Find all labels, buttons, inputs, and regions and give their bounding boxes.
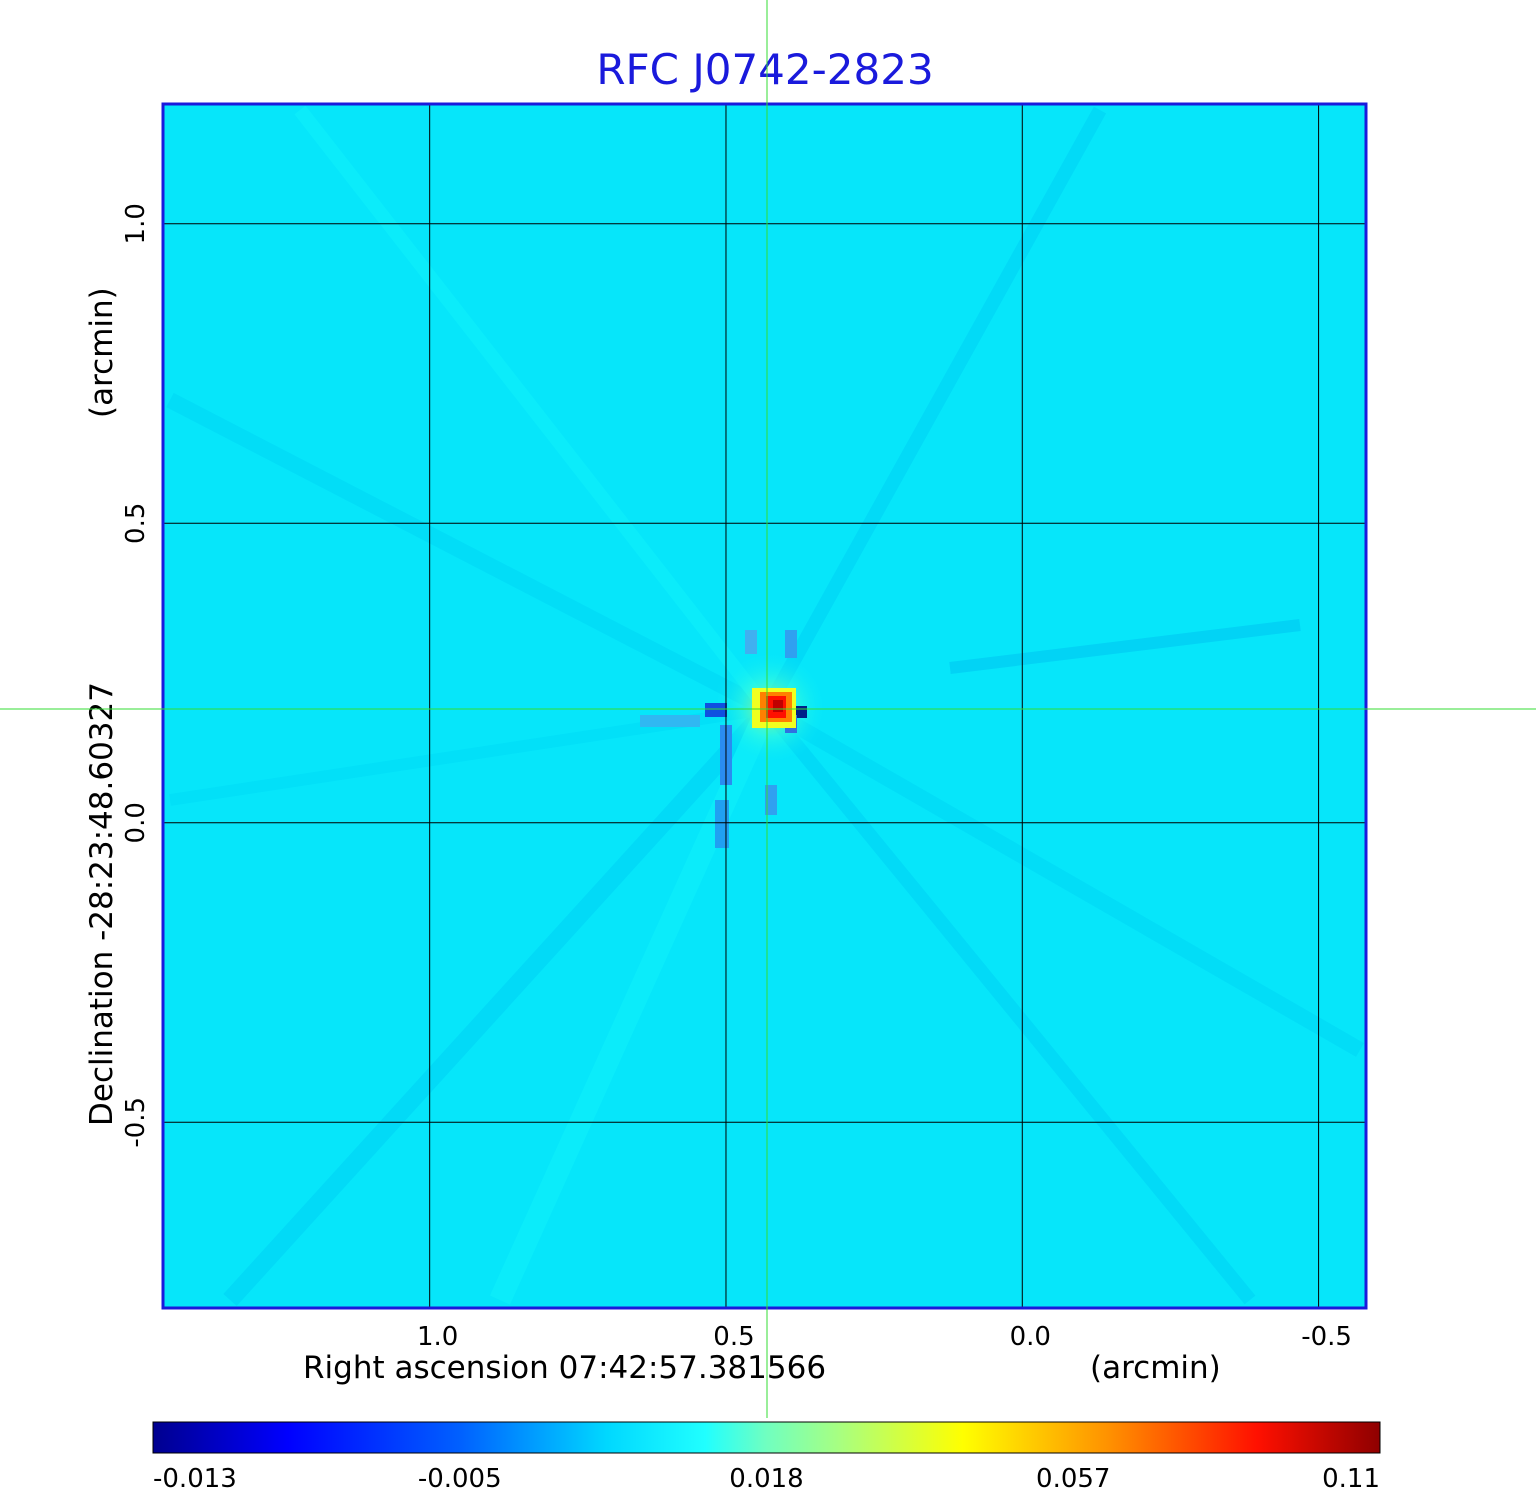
x-tick-label: 1.0 [417,1322,458,1352]
y-tick-label: -0.5 [121,1097,151,1148]
colorbar-tick-label: 0.057 [1036,1464,1110,1494]
sidelobe-pixel [715,800,729,848]
y-tick-label: 0.5 [121,503,151,544]
peak-pixel [773,700,783,712]
sidelobe-pixel [785,630,797,658]
y-axis-label: Declination -28:23:48.60327 [84,682,120,1126]
colorbar-tick-label: 0.11 [1322,1464,1380,1494]
chart-title: RFC J0742-2823 [596,45,933,94]
y-tick-label: 0.0 [121,802,151,843]
streak [166,392,771,717]
y-axis-unit: (arcmin) [84,287,120,418]
x-tick-label: -0.5 [1301,1322,1352,1352]
sidelobe-pixel [640,715,700,727]
colorbar [152,1421,1381,1454]
streak [294,105,773,714]
sidelobe-pixel [705,703,727,717]
tick-labels: 1.0 0.5 0.0 -0.5 1.0 0.5 0.0 -0.5 [121,203,1352,1352]
sidelobe-pixel [765,785,777,815]
sidelobe-pixel [745,630,757,654]
colorbar-ticks: -0.013 -0.005 0.018 0.057 0.11 [153,1464,1380,1494]
x-tick-label: 0.5 [713,1322,754,1352]
streak [761,704,1256,1305]
coordinate-grid [163,104,1366,1308]
x-tick-label: 0.0 [1010,1322,1051,1352]
colorbar-tick-label: -0.005 [418,1464,502,1494]
x-axis-label: Right ascension 07:42:57.381566 [303,1350,826,1386]
streak [763,702,1364,1057]
colorbar-tick-label: 0.018 [729,1464,803,1494]
plot-frame [161,102,1368,1310]
streak [223,702,774,1307]
y-tick-label: 1.0 [121,203,151,244]
streak [760,106,1107,713]
colorbar-tick-label: -0.013 [153,1464,237,1494]
x-axis-unit: (arcmin) [1090,1350,1221,1386]
streak [949,619,1301,674]
